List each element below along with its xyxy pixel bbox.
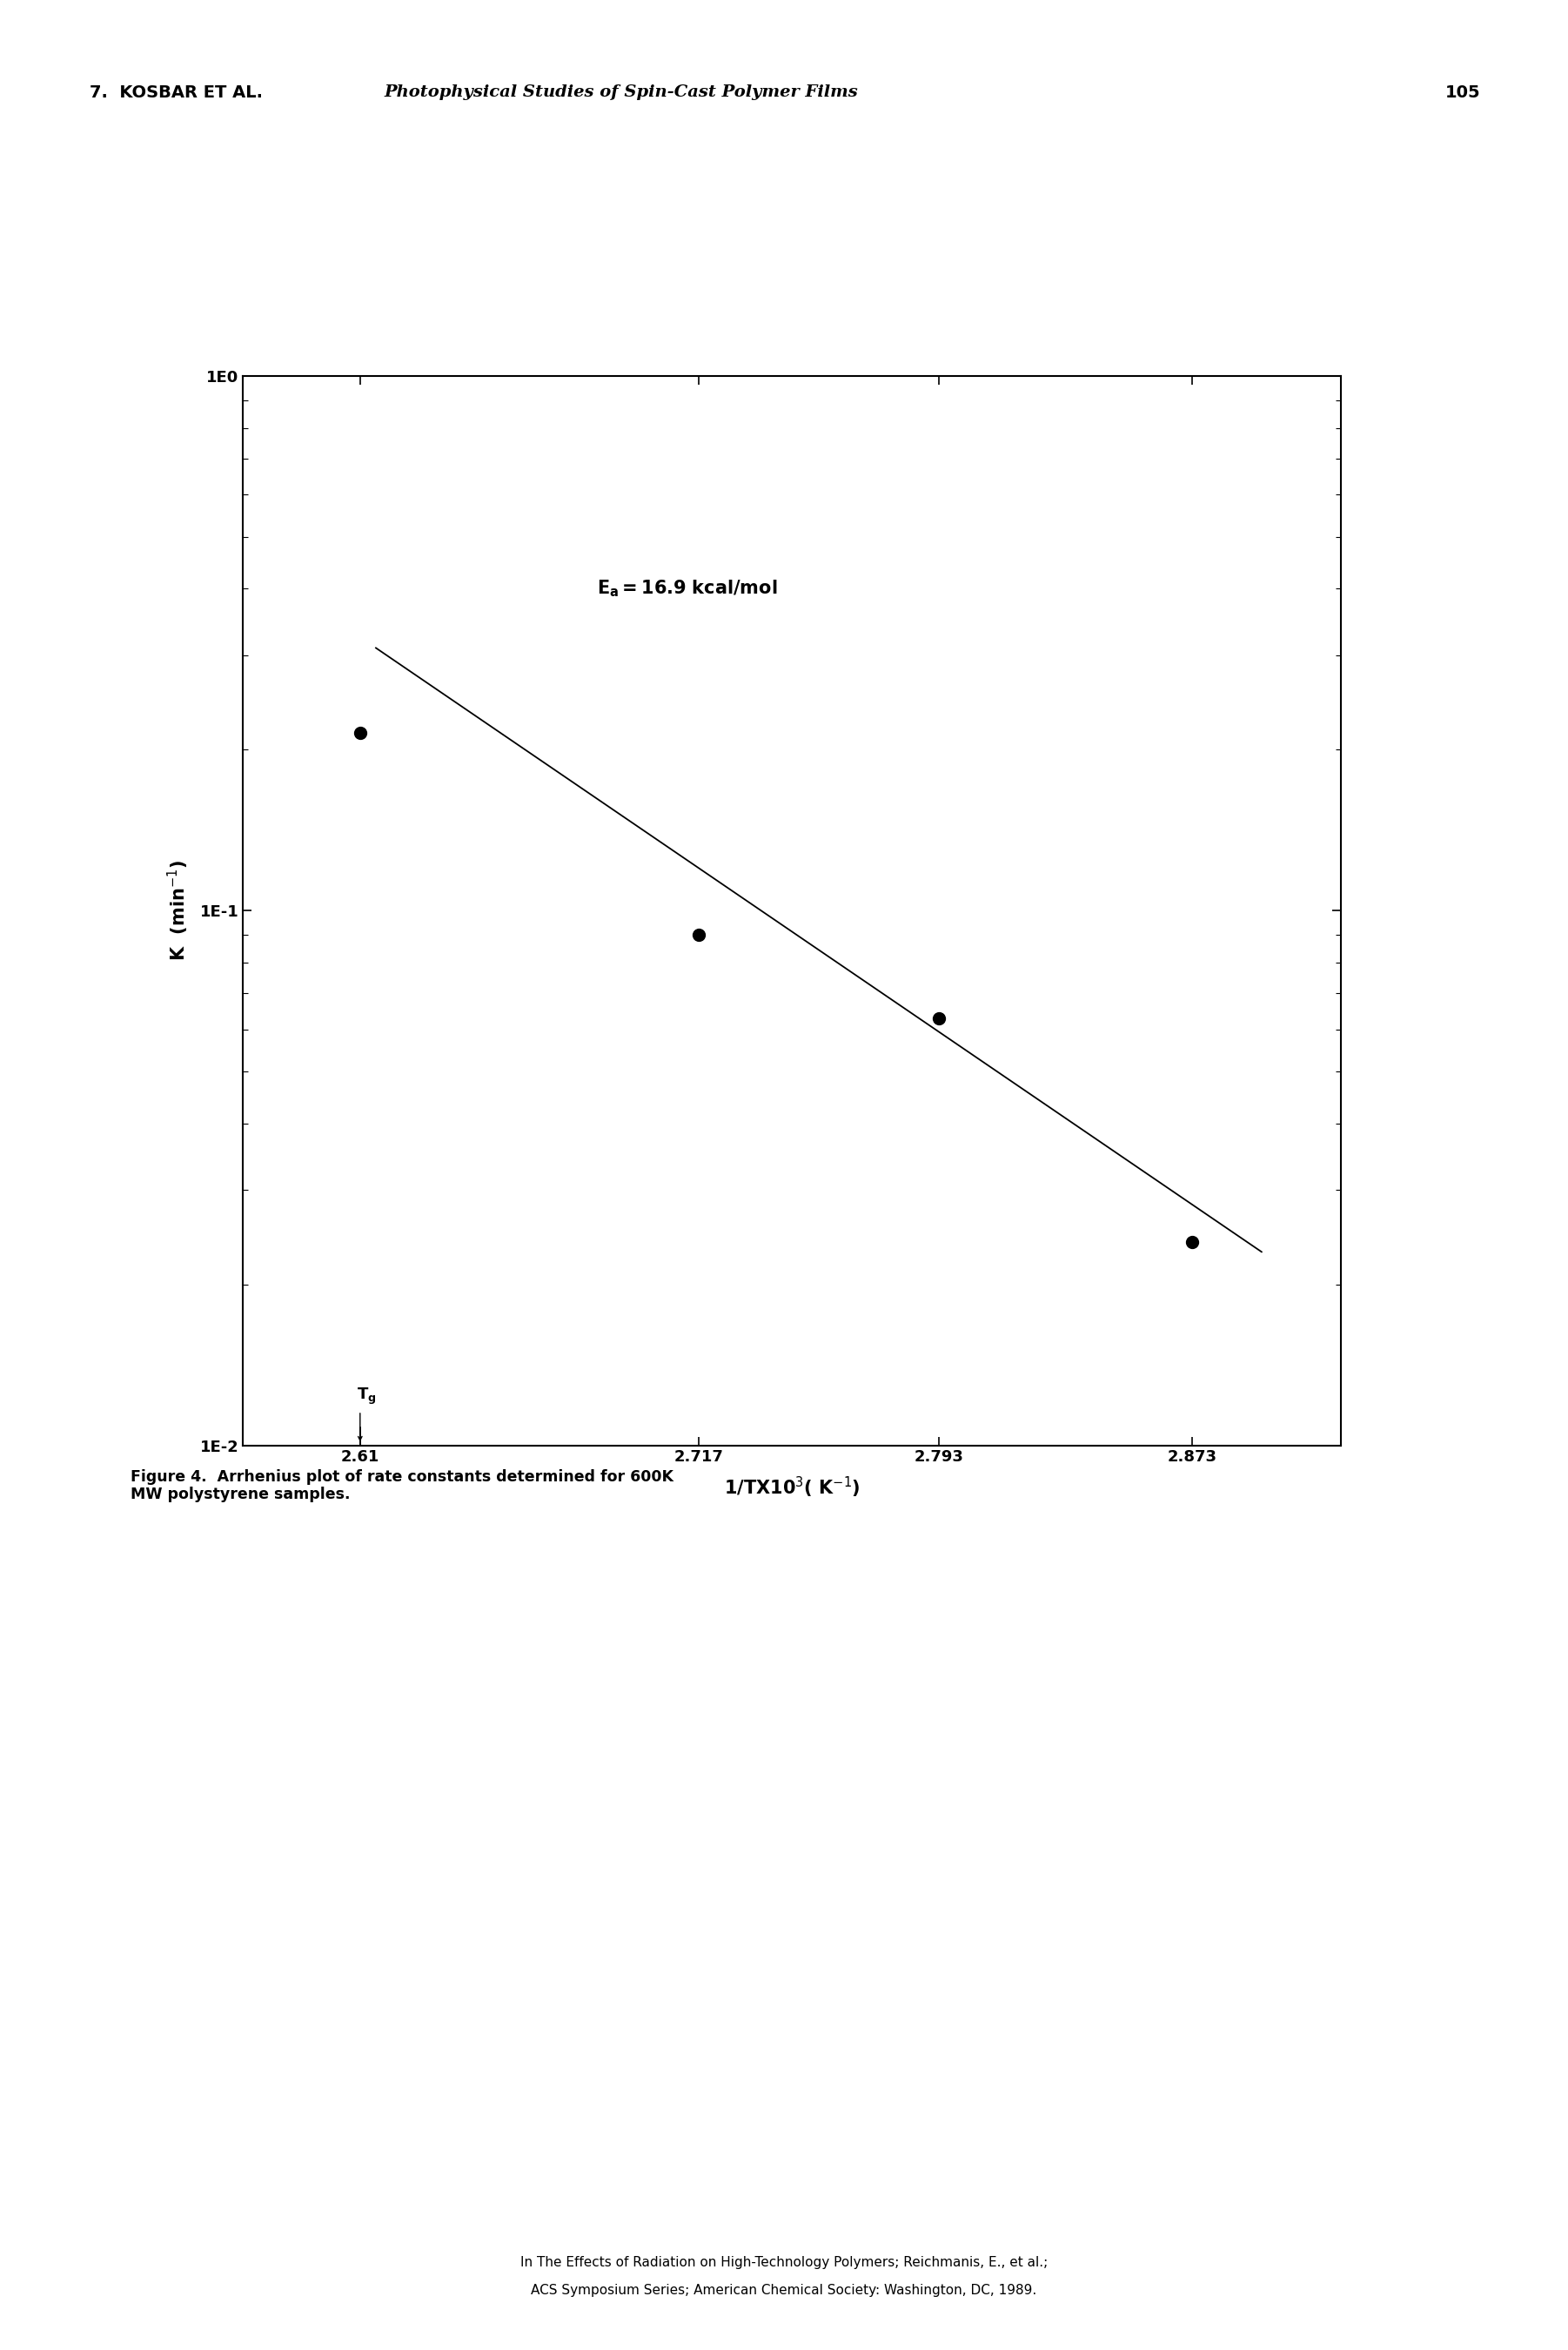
Text: 105: 105 xyxy=(1444,85,1480,101)
Point xyxy=(685,916,710,954)
Y-axis label: K  (min$^{-1}$): K (min$^{-1}$) xyxy=(166,860,190,961)
Text: $\mathbf{T_g}$: $\mathbf{T_g}$ xyxy=(356,1386,376,1408)
Text: ACS Symposium Series; American Chemical Society: Washington, DC, 1989.: ACS Symposium Series; American Chemical … xyxy=(532,2284,1036,2298)
Text: $\mathbf{E_{a} = 16.9\ kcal/mol}$: $\mathbf{E_{a} = 16.9\ kcal/mol}$ xyxy=(597,578,778,599)
Text: 7.  KOSBAR ET AL.: 7. KOSBAR ET AL. xyxy=(89,85,262,101)
Point xyxy=(1179,1224,1204,1262)
Text: Photophysical Studies of Spin-Cast Polymer Films: Photophysical Studies of Spin-Cast Polym… xyxy=(384,85,858,101)
X-axis label: 1/TX10$^{3}$( K$^{-1}$): 1/TX10$^{3}$( K$^{-1}$) xyxy=(724,1476,859,1499)
Point xyxy=(927,999,952,1036)
Point xyxy=(348,714,373,752)
Text: Figure 4.  Arrhenius plot of rate constants determined for 600K
MW polystyrene s: Figure 4. Arrhenius plot of rate constan… xyxy=(130,1469,673,1502)
Text: In The Effects of Radiation on High-Technology Polymers; Reichmanis, E., et al.;: In The Effects of Radiation on High-Tech… xyxy=(521,2256,1047,2270)
